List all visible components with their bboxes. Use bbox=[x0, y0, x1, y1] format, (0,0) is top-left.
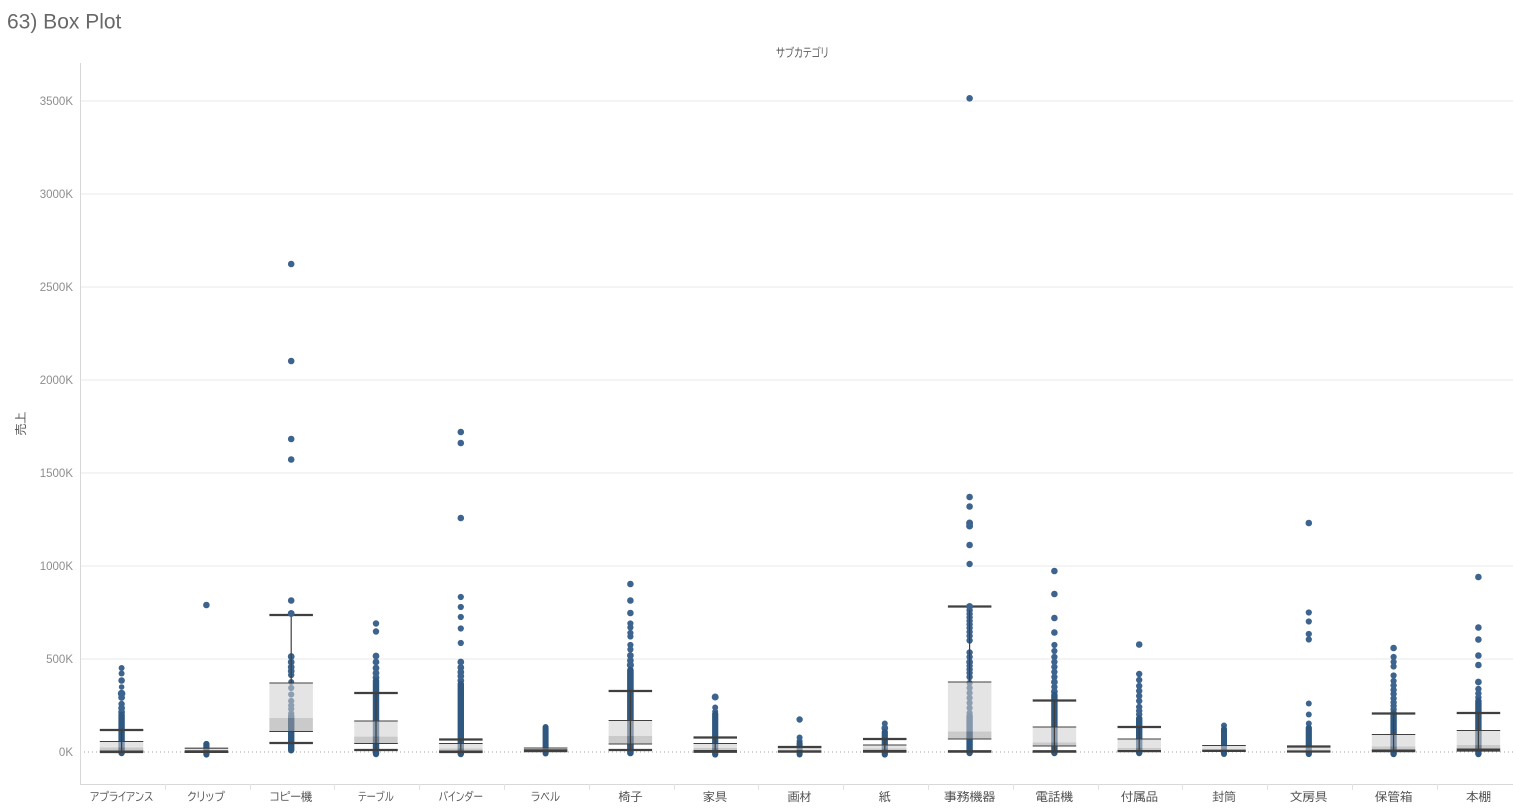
svg-text:3000K: 3000K bbox=[40, 189, 74, 201]
svg-text:1500K: 1500K bbox=[40, 468, 74, 480]
svg-text:63) Box Plot: 63) Box Plot bbox=[7, 11, 122, 34]
svg-text:2000K: 2000K bbox=[40, 375, 74, 387]
svg-text:500K: 500K bbox=[46, 654, 73, 666]
svg-text:3500K: 3500K bbox=[40, 96, 74, 108]
svg-text:1000K: 1000K bbox=[40, 561, 74, 573]
svg-text:2500K: 2500K bbox=[40, 282, 74, 294]
svg-text:0K: 0K bbox=[59, 747, 73, 759]
